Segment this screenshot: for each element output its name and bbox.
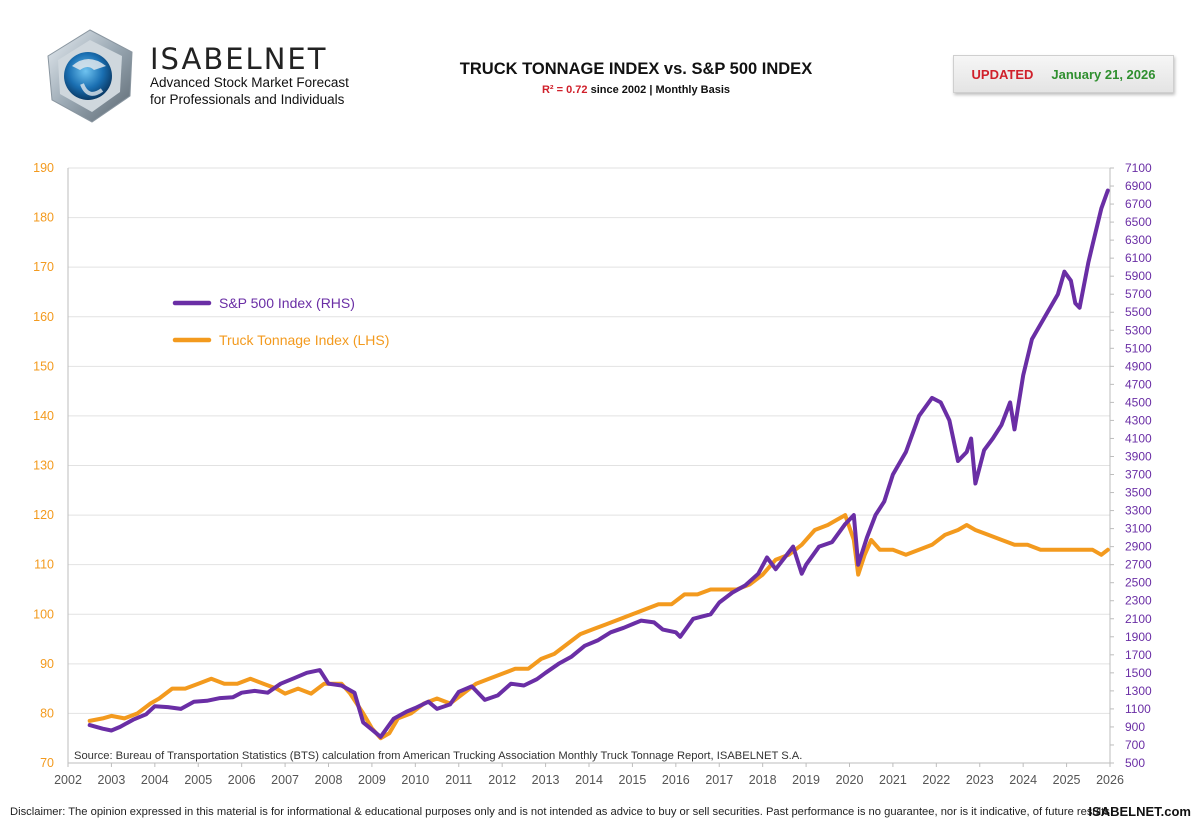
chart-subtitle: R² = 0.72 since 2002 | Monthly Basis: [346, 84, 926, 96]
right-axis-tick-label: 3900: [1125, 449, 1152, 463]
right-axis-tick-label: 2500: [1125, 576, 1152, 590]
x-axis-tick-label: 2021: [879, 773, 907, 787]
right-axis-tick-label: 6900: [1125, 179, 1152, 193]
r-squared-value: R² = 0.72: [541, 84, 588, 96]
x-axis-tick-label: 2008: [315, 773, 343, 787]
x-axis-tick-label: 2011: [445, 773, 472, 787]
right-axis-tick-label: 2700: [1125, 558, 1152, 572]
brand-name: ISABELNET: [150, 42, 328, 76]
x-axis-tick-label: 2012: [488, 773, 516, 787]
x-axis-tick-label: 2009: [358, 773, 386, 787]
right-axis-tick-label: 6700: [1125, 197, 1152, 211]
x-axis-tick-label: 2003: [98, 773, 126, 787]
x-axis-tick-label: 2018: [749, 773, 777, 787]
left-axis-tick-label: 110: [34, 558, 54, 572]
right-axis-tick-label: 7100: [1125, 161, 1152, 175]
x-axis-tick-label: 2017: [705, 773, 733, 787]
x-axis-tick-label: 2023: [966, 773, 994, 787]
x-axis-tick-label: 2022: [922, 773, 950, 787]
source-note: Source: Bureau of Transportation Statist…: [74, 750, 802, 762]
right-axis-tick-label: 700: [1125, 738, 1145, 752]
x-axis-tick-label: 2010: [401, 773, 429, 787]
right-axis-tick-label: 500: [1125, 756, 1145, 770]
right-axis-tick-label: 6300: [1125, 233, 1152, 247]
updated-date: January 21, 2026: [1051, 66, 1156, 82]
line-chart: 70 80 90 100 110 120 130 140 150 160 170 180 190 500 7…: [33, 161, 1152, 787]
right-axis-tick-label: 1300: [1125, 684, 1152, 698]
right-axis-tick-label: 2300: [1125, 594, 1152, 608]
x-axis-tick-label: 2004: [141, 773, 169, 787]
right-axis-tick-label: 1100: [1125, 702, 1151, 716]
right-axis-tick-label: 900: [1125, 720, 1145, 734]
subtitle-rest: since 2002 | Monthly Basis: [587, 84, 731, 96]
left-axis-tick-label: 160: [33, 310, 54, 324]
x-axis-tick-label: 2020: [836, 773, 864, 787]
left-axis-tick-label: 150: [33, 359, 54, 373]
x-axis-tick-label: 2024: [1009, 773, 1037, 787]
x-axis-tick-label: 2019: [792, 773, 820, 787]
chart-title: TRUCK TONNAGE INDEX vs. S&P 500 INDEX: [459, 60, 813, 78]
right-axis-tick-label: 5300: [1125, 323, 1152, 337]
site-name: ISABELNET.com: [1088, 804, 1191, 819]
sp500-series-line: [87, 188, 1110, 739]
x-axis-tick-label: 2005: [184, 773, 212, 787]
legend-truck-tonnage-label: Truck Tonnage Index (LHS): [219, 332, 389, 348]
updated-box: UPDATED January 21, 2026: [953, 55, 1174, 93]
disclaimer: Disclaimer: The opinion expressed in thi…: [10, 806, 1113, 818]
x-axis-tick-label: 2015: [619, 773, 647, 787]
right-axis-tick-label: 5500: [1125, 305, 1152, 319]
x-axis-tick-label: 2013: [532, 773, 560, 787]
right-axis-tick-label: 4100: [1125, 431, 1152, 445]
right-axis-tick-label: 5900: [1125, 269, 1152, 283]
left-axis-tick-label: 130: [33, 459, 54, 473]
updated-label: UPDATED: [971, 66, 1034, 82]
right-axis-tick-label: 2100: [1125, 612, 1152, 626]
x-axis-tick-label: 2006: [228, 773, 256, 787]
right-axis-tick-label: 4900: [1125, 359, 1152, 373]
legend-sp500-label: S&P 500 Index (RHS): [219, 295, 355, 311]
left-axis-tick-label: 140: [33, 409, 54, 423]
right-axis-tick-label: 3300: [1125, 504, 1152, 518]
right-axis-tick-label: 6100: [1125, 251, 1152, 265]
x-axis-tick-label: 2014: [575, 773, 603, 787]
right-axis-tick-label: 1500: [1125, 666, 1152, 680]
left-axis-tick-label: 80: [40, 706, 54, 720]
right-axis-tick-label: 5700: [1125, 287, 1152, 301]
left-axis-tick-label: 120: [33, 508, 54, 522]
left-axis-tick-label: 190: [33, 161, 54, 175]
x-axis-tick-label: 2002: [54, 773, 82, 787]
left-axis-tick-label: 90: [40, 657, 54, 671]
right-axis-tick-label: 3100: [1125, 522, 1152, 536]
x-axis-tick-label: 2026: [1096, 773, 1124, 787]
left-axis-tick-label: 100: [33, 607, 54, 621]
left-axis-tick-label: 70: [40, 756, 54, 770]
x-axis-tick-label: 2025: [1053, 773, 1081, 787]
right-axis-tick-label: 4700: [1125, 377, 1152, 391]
right-axis-tick-label: 4300: [1125, 413, 1152, 427]
right-axis-tick-label: 1700: [1125, 648, 1152, 662]
right-axis-tick-label: 1900: [1125, 630, 1152, 644]
right-axis-tick-label: 4500: [1125, 395, 1152, 409]
brand-tagline-2: for Professionals and Individuals: [150, 92, 345, 107]
right-axis-tick-label: 5100: [1125, 341, 1152, 355]
brand-tagline-1: Advanced Stock Market Forecast: [150, 75, 349, 90]
truck-tonnage-series-line: [87, 513, 1110, 741]
right-axis-tick-label: 3700: [1125, 468, 1152, 482]
left-axis-tick-label: 180: [33, 211, 54, 225]
x-axis-tick-label: 2016: [662, 773, 690, 787]
x-axis-tick-label: 2007: [271, 773, 299, 787]
right-axis-tick-label: 6500: [1125, 215, 1152, 229]
right-axis-tick-label: 3500: [1125, 486, 1152, 500]
left-axis-tick-label: 170: [33, 260, 54, 274]
right-axis-tick-label: 2900: [1125, 540, 1152, 554]
isabelnet-logo: [47, 29, 133, 123]
